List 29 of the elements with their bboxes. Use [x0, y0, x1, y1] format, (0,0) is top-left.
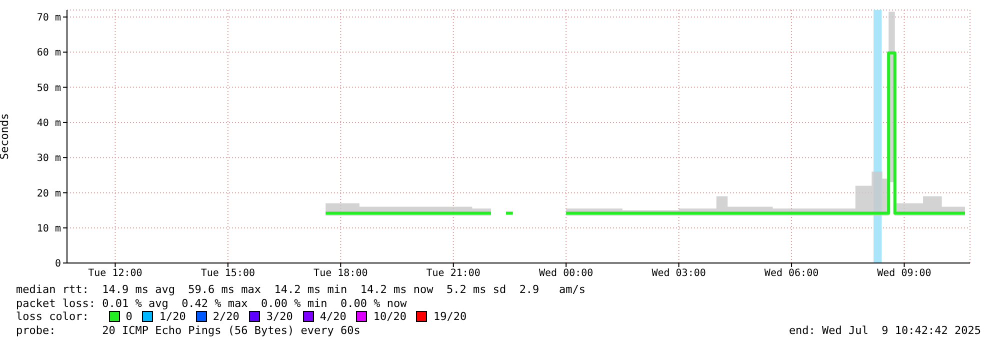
- y-tick-label: 40 m: [36, 118, 61, 129]
- x-tick-label: Wed 03:00: [652, 268, 706, 280]
- y-axis-title: Seconds: [0, 113, 11, 160]
- x-tick-label: Wed 06:00: [764, 268, 819, 280]
- y-tick-label: 10 m: [36, 223, 61, 234]
- x-tick-label: Wed 00:00: [539, 268, 594, 280]
- x-tick-label: Tue 15:00: [200, 268, 256, 280]
- text: end: Wed Jul 9 10:42:42 2025: [788, 324, 981, 337]
- text: median rtt: 14.9 ms avg 59.6 ms max 14.2 ms min 14.2 ms now 5.2 ms sd 2.9 am/s: [16, 283, 587, 296]
- text: packet loss: 0.01 % avg 0.42 % max 0.00 % min 0.00 % now: [16, 296, 408, 310]
- legend-label: 10/20: [373, 310, 406, 324]
- y-tick-label: 0: [54, 258, 61, 270]
- text: probe: 20 ICMP Echo Pings (56 Bytes) every 60s: [16, 324, 360, 337]
- y-tick-label: 30 m: [36, 153, 61, 164]
- y-tick-label: 60 m: [36, 48, 61, 59]
- x-tick-label: Tue 12:00: [88, 268, 142, 280]
- legend-label: 19/20: [433, 310, 467, 324]
- legend-title: loss color:: [16, 310, 89, 324]
- legend-label: 0: [126, 310, 132, 324]
- x-tick-label: Tue 21:00: [426, 268, 480, 280]
- legend-label: 1/20: [159, 310, 186, 324]
- y-tick-label: 20 m: [36, 188, 61, 200]
- x-tick-label: Wed 09:00: [877, 268, 932, 280]
- legend-label: 4/20: [320, 310, 346, 324]
- x-tick-label: Tue 18:00: [314, 268, 368, 280]
- legend-label: 2/20: [212, 310, 240, 324]
- y-tick-label: 50 m: [36, 82, 61, 94]
- legend-label: 3/20: [266, 310, 293, 324]
- y-tick-label: 70 m: [36, 12, 61, 24]
